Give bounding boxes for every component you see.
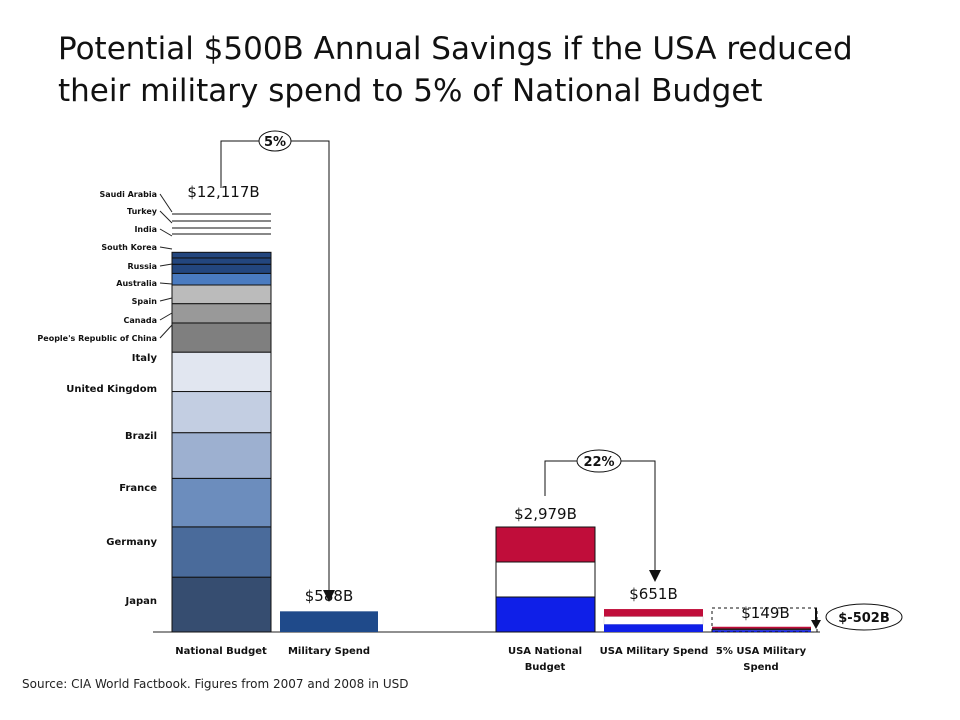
value-label-national-budget: $12,117B	[187, 183, 259, 201]
bar-segment-france	[171, 477, 272, 528]
country-label-united-kingdom: United Kingdom	[66, 384, 157, 395]
bar-usa-budget-blue	[495, 596, 596, 633]
category-label-national-budget: National Budget	[175, 646, 267, 657]
chart-title: Potential $500B Annual Savings if the US…	[58, 28, 918, 112]
bar-5pct-blue	[712, 630, 811, 632]
bracket-22pct-arrowhead	[649, 570, 661, 582]
bar-segment-south-korea	[171, 272, 272, 286]
bar-usa-military-red	[604, 609, 703, 617]
country-label-germany: Germany	[106, 537, 157, 548]
bar-5pct-mid	[712, 628, 811, 631]
savings-badge	[825, 603, 903, 631]
country-label-japan: Japan	[125, 596, 158, 607]
bar-usa-military-white	[603, 616, 704, 625]
bar-segment-japan	[171, 576, 272, 633]
chart-title-line-1: Potential $500B Annual Savings if the US…	[58, 31, 853, 67]
bar-military-spend	[280, 611, 378, 632]
category-label-usa-national-budget-line-2: Budget	[525, 662, 566, 673]
pct-label-5: 5%	[264, 135, 286, 150]
pct-badge-22	[576, 449, 622, 473]
country-label-south-korea: South Korea	[101, 243, 157, 252]
value-label-usa-military: $651B	[629, 585, 677, 603]
value-label-5pct-military: $149B	[741, 604, 789, 622]
bar-usa-military-blue	[604, 624, 703, 632]
category-label-military-spend: Military Spend	[288, 646, 370, 657]
bar-segment-brazil	[171, 432, 272, 479]
category-label-usa-national-budget-line-1: USA National	[508, 646, 582, 657]
leader-line-south-korea	[159, 246, 173, 250]
pct-label-22: 22%	[583, 455, 614, 470]
bar-usa-budget-white	[495, 561, 596, 598]
bracket-5pct-arrowhead	[323, 590, 335, 602]
leader-line-turkey	[159, 210, 173, 224]
leader-line-australia	[159, 282, 173, 285]
chart-title-line-2: their military spend to 5% of National B…	[58, 73, 763, 109]
leader-line-saudi-arabia	[159, 193, 173, 213]
bar-segment-india	[171, 263, 272, 274]
savings-arrowhead	[811, 620, 821, 629]
leader-line-india	[159, 228, 173, 237]
source-note: Source: CIA World Factbook. Figures from…	[22, 677, 409, 691]
country-label-brazil: Brazil	[125, 431, 157, 442]
savings-label: $-502B	[838, 611, 890, 626]
bar-5pct-red	[712, 626, 811, 629]
bar-segment-germany	[171, 526, 272, 578]
country-label-spain: Spain	[132, 297, 158, 306]
leader-line-canada	[159, 312, 173, 321]
country-label-people-s-republic-of-china: People's Republic of China	[37, 334, 157, 343]
bar-usa-budget-red	[495, 526, 596, 563]
country-label-russia: Russia	[127, 262, 157, 271]
country-label-italy: Italy	[132, 353, 158, 364]
category-label-5-usa-military-spend-line-1: 5% USA Military	[716, 646, 807, 657]
bar-segment-italy	[171, 351, 272, 393]
bar-segment-turkey	[171, 257, 272, 265]
country-label-saudi-arabia: Saudi Arabia	[99, 190, 157, 199]
country-label-turkey: Turkey	[127, 207, 158, 216]
leader-line-spain	[159, 297, 173, 302]
bar-segment-australia	[171, 303, 272, 324]
country-label-canada: Canada	[124, 316, 158, 325]
category-label-5-usa-military-spend-line-2: Spend	[743, 662, 778, 673]
country-label-australia: Australia	[116, 279, 157, 288]
category-label-usa-military-spend: USA Military Spend	[600, 646, 709, 657]
bar-segment-russia	[171, 284, 272, 305]
bar-segment-united-kingdom	[171, 391, 272, 434]
bar-segment-saudi-arabia	[171, 251, 272, 259]
value-label-usa-budget: $2,979B	[514, 505, 577, 523]
leader-line-russia	[159, 263, 173, 267]
leader-line-people-s-republic-of-china	[159, 324, 173, 339]
pct-badge-5	[258, 130, 292, 152]
country-label-india: India	[134, 225, 157, 234]
country-label-france: France	[119, 483, 157, 494]
bar-segment-canada	[171, 322, 272, 353]
